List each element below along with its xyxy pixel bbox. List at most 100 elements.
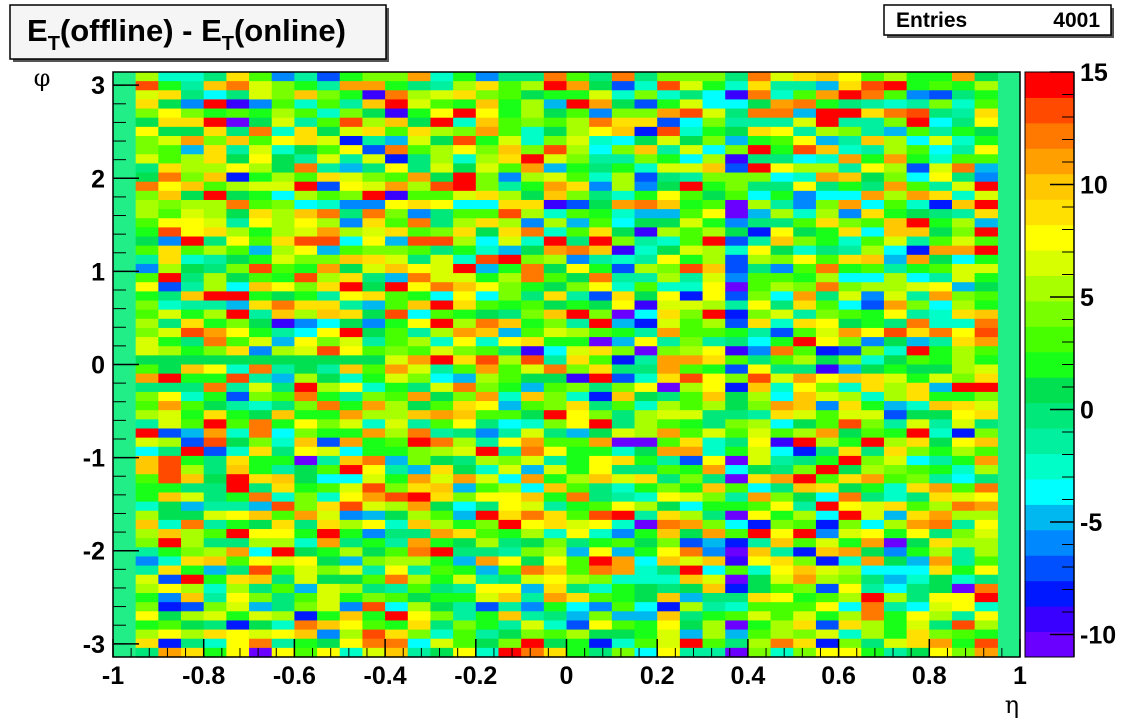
- heatmap-cell: [135, 300, 159, 311]
- heatmap-cell: [815, 501, 840, 512]
- heatmap-cell: [339, 117, 364, 128]
- heatmap-cell: [543, 501, 568, 512]
- heatmap-cell: [181, 492, 205, 503]
- heatmap-cell: [135, 574, 159, 585]
- heatmap-cell: [339, 519, 364, 530]
- heatmap-cell: [793, 227, 817, 238]
- heatmap-cell: [929, 538, 953, 548]
- heatmap-cell: [203, 410, 227, 420]
- heatmap-cell: [385, 437, 409, 448]
- heatmap-cell: [362, 556, 386, 567]
- heatmap-cell: [951, 401, 976, 411]
- heatmap-cell: [543, 254, 568, 265]
- heatmap-cell: [974, 382, 998, 393]
- heatmap-cell: [702, 437, 726, 448]
- heatmap-cell: [362, 81, 386, 91]
- heatmap-cell: [339, 337, 364, 347]
- heatmap-cell: [725, 602, 749, 612]
- heatmap-cell: [317, 382, 341, 393]
- heatmap-cell: [294, 227, 318, 238]
- heatmap-cell: [249, 108, 273, 119]
- heatmap-cell: [725, 263, 749, 274]
- heatmap-cell: [317, 318, 341, 329]
- heatmap-cell: [249, 382, 273, 393]
- heatmap-cell: [589, 209, 613, 219]
- heatmap-cell: [657, 410, 681, 420]
- heatmap-cell: [203, 282, 227, 292]
- x-tick-label: 0.4: [731, 662, 766, 690]
- heatmap-cell: [521, 620, 545, 631]
- heatmap-cell: [317, 373, 341, 384]
- heatmap-cell: [815, 273, 840, 283]
- heatmap-cell: [657, 629, 681, 640]
- heatmap-cell: [385, 647, 409, 658]
- heatmap-cell: [861, 583, 885, 594]
- heatmap-cell: [702, 145, 726, 155]
- heatmap-cell: [906, 99, 930, 110]
- heatmap-cell: [611, 455, 636, 466]
- heatmap-cell: [861, 218, 885, 228]
- heatmap-cell: [861, 355, 885, 366]
- heatmap-cell: [362, 529, 386, 539]
- heatmap-cell: [861, 209, 885, 219]
- heatmap-cell: [770, 638, 794, 649]
- heatmap-cell: [362, 519, 386, 530]
- heatmap-cell: [611, 236, 636, 247]
- heatmap-cell: [135, 99, 159, 110]
- heatmap-cell: [861, 236, 885, 247]
- heatmap-cell: [793, 529, 817, 539]
- heatmap-cell: [430, 501, 454, 512]
- heatmap-cell: [226, 300, 250, 311]
- heatmap-cell: [158, 227, 182, 238]
- heatmap-cell: [249, 245, 273, 256]
- heatmap-cell: [203, 154, 227, 165]
- heatmap-cell: [362, 300, 386, 311]
- heatmap-cell: [793, 181, 817, 192]
- heatmap-cell: [770, 318, 794, 329]
- heatmap-cell: [611, 419, 636, 430]
- heatmap-cell: [838, 227, 862, 238]
- heatmap-cell: [271, 99, 296, 110]
- heatmap-cell: [203, 135, 227, 146]
- heatmap-cell: [181, 263, 205, 274]
- y-tick-label: 1: [91, 258, 105, 286]
- heatmap-cell: [430, 510, 454, 521]
- heatmap-cell: [181, 72, 205, 82]
- heatmap-cell: [407, 565, 432, 576]
- heatmap-cell: [793, 465, 817, 475]
- heatmap-cell: [475, 273, 500, 283]
- heatmap-cell: [339, 163, 364, 174]
- heatmap-cell: [203, 391, 227, 402]
- heatmap-cell: [181, 355, 205, 366]
- heatmap-cell: [929, 419, 953, 430]
- heatmap-cell: [453, 126, 477, 137]
- heatmap-cell: [407, 154, 432, 165]
- heatmap-cell: [929, 355, 953, 366]
- heatmap-cell: [543, 135, 568, 146]
- heatmap-cell: [498, 620, 522, 631]
- heatmap-cell: [725, 510, 749, 521]
- heatmap-cell: [929, 181, 953, 192]
- heatmap-cell: [543, 437, 568, 448]
- heatmap-cell: [181, 428, 205, 439]
- heatmap-cell: [498, 547, 522, 558]
- heatmap-cell: [702, 355, 726, 366]
- heatmap-cell: [294, 90, 318, 101]
- heatmap-cell: [951, 529, 976, 539]
- heatmap-cell: [634, 245, 658, 256]
- heatmap-cell: [861, 163, 885, 174]
- heatmap-cell: [951, 364, 976, 375]
- heatmap-cell: [226, 190, 250, 201]
- heatmap-cell: [838, 172, 862, 183]
- heatmap-cell: [679, 565, 704, 576]
- heatmap-cell: [317, 410, 341, 420]
- heatmap-cell: [543, 620, 568, 631]
- heatmap-cell: [181, 391, 205, 402]
- heatmap-cell: [339, 492, 364, 503]
- heatmap-cell: [294, 538, 318, 548]
- heatmap-cell: [453, 629, 477, 640]
- heatmap-cell: [135, 492, 159, 503]
- heatmap-cell: [725, 437, 749, 448]
- heatmap-cell: [543, 145, 568, 155]
- heatmap-cell: [249, 227, 273, 238]
